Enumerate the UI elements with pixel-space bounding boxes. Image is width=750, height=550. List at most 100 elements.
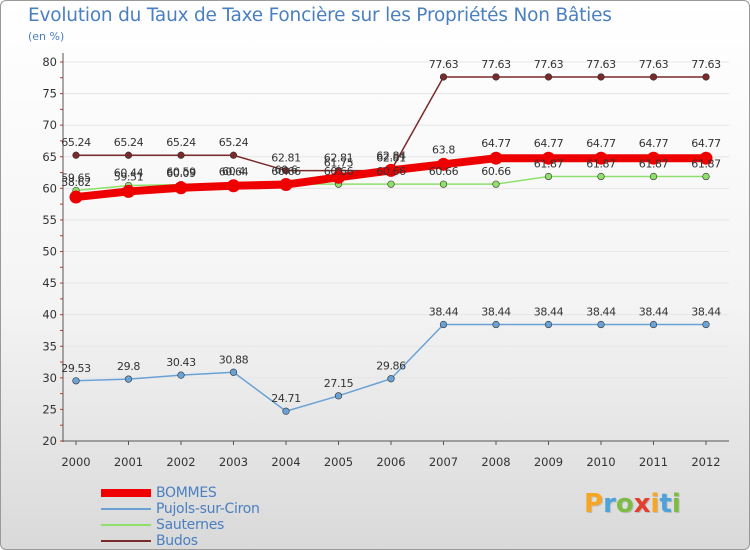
data-point-bommes: [174, 181, 188, 195]
logo-letter: P: [584, 489, 604, 519]
data-point-pujols-sur-ciron: [544, 320, 553, 329]
data-point-sauternes: [649, 172, 658, 181]
data-point-budos: [439, 73, 448, 81]
x-tick-label: 2011: [639, 455, 668, 469]
data-point-bommes: [542, 151, 555, 165]
x-tick-label: 2007: [429, 455, 458, 469]
data-label-sauternes: 60.59: [166, 166, 196, 179]
data-label-pujols-sur-ciron: 30.88: [219, 353, 249, 366]
y-tick-label: 55: [42, 213, 57, 227]
legend-swatch: [101, 540, 151, 542]
data-point-bommes: [69, 190, 83, 204]
data-point-budos: [72, 151, 80, 159]
data-label-budos: 77.63: [429, 58, 459, 71]
data-label-sauternes: 61.87: [639, 158, 669, 171]
data-label-bommes: 64.77: [691, 137, 721, 150]
data-label-sauternes: 60.66: [481, 165, 511, 178]
data-label-bommes: 59.51: [114, 170, 144, 183]
data-point-bommes: [489, 151, 503, 165]
data-point-budos: [282, 166, 290, 175]
data-label-sauternes: 61.87: [691, 158, 721, 171]
data-point-pujols-sur-ciron: [649, 320, 658, 329]
y-tick-label: 25: [42, 402, 57, 416]
data-label-budos: 62.81: [376, 152, 406, 165]
data-label-budos: 65.24: [219, 136, 249, 149]
x-tick-label: 2003: [219, 455, 248, 469]
data-point-bommes: [437, 157, 450, 171]
data-label-bommes: 62.84: [376, 149, 406, 162]
legend-label: Pujols-sur-Ciron: [156, 501, 260, 517]
logo-letter: r: [603, 489, 616, 519]
legend-label: BOMMES: [156, 485, 217, 501]
data-label-bommes: 60.09: [166, 167, 196, 180]
x-tick-label: 2005: [324, 455, 353, 469]
data-label-pujols-sur-ciron: 38.44: [429, 306, 459, 319]
proxiti-logo: Proxiti: [584, 489, 681, 519]
y-tick-label: 60: [42, 181, 57, 195]
y-tick-label: 30: [42, 371, 57, 385]
data-point-pujols-sur-ciron: [702, 320, 710, 329]
data-label-budos: 77.63: [534, 58, 564, 71]
data-point-sauternes: [597, 172, 605, 181]
data-label-bommes: 60.6: [275, 164, 298, 177]
data-label-budos: 77.63: [481, 58, 511, 71]
y-tick-label: 45: [42, 276, 57, 290]
data-label-bommes: 64.77: [481, 137, 511, 150]
data-point-budos: [124, 151, 133, 159]
y-tick-label: 50: [42, 245, 57, 259]
data-label-pujols-sur-ciron: 38.44: [481, 306, 511, 319]
data-point-budos: [177, 151, 185, 159]
data-point-pujols-sur-ciron: [177, 371, 185, 379]
data-label-bommes: 64.77: [639, 137, 669, 150]
data-label-bommes: 64.77: [586, 137, 616, 150]
data-point-sauternes: [492, 180, 500, 188]
logo-letter: t: [659, 489, 672, 519]
y-tick-label: 65: [42, 150, 57, 164]
logo-letter: x: [633, 489, 651, 519]
data-point-pujols-sur-ciron: [282, 407, 290, 415]
y-unit-label: (en %): [28, 30, 65, 43]
legend-swatch: [101, 508, 151, 510]
data-point-bommes: [384, 163, 398, 177]
data-point-sauternes: [544, 172, 553, 181]
data-point-bommes: [332, 170, 345, 184]
logo-letter: i: [671, 489, 681, 519]
data-label-pujols-sur-ciron: 30.43: [166, 356, 196, 369]
legend-swatch: [101, 489, 151, 497]
data-label-pujols-sur-ciron: 38.44: [691, 306, 721, 319]
data-label-sauternes: 60.44: [114, 167, 144, 180]
legend-swatch: [101, 524, 151, 526]
data-label-budos: 65.24: [166, 136, 196, 149]
data-label-pujols-sur-ciron: 29.86: [376, 360, 406, 373]
data-point-budos: [544, 73, 553, 81]
y-tick-label: 35: [42, 339, 57, 353]
data-point-bommes: [122, 184, 135, 198]
logo-letter: i: [650, 489, 660, 519]
data-point-bommes: [699, 151, 713, 165]
data-label-bommes: 64.77: [534, 137, 564, 150]
data-label-pujols-sur-ciron: 29.53: [61, 362, 91, 375]
x-tick-label: 2002: [166, 455, 195, 469]
data-label-sauternes: 61.87: [534, 158, 564, 171]
data-label-sauternes: 60.64: [219, 165, 249, 178]
data-point-sauternes: [387, 180, 395, 188]
data-label-budos: 77.63: [691, 58, 721, 71]
data-label-bommes: 58.62: [61, 176, 91, 189]
data-label-bommes: 63.8: [432, 143, 455, 156]
data-point-budos: [229, 151, 238, 159]
data-point-pujols-sur-ciron: [597, 320, 605, 329]
x-tick-label: 2009: [534, 455, 563, 469]
data-label-pujols-sur-ciron: 38.44: [586, 306, 616, 319]
data-label-sauternes: 59.65: [61, 172, 91, 185]
y-tick-label: 20: [42, 434, 57, 448]
data-label-sauternes: 60.66: [429, 165, 459, 178]
x-tick-label: 2012: [691, 455, 720, 469]
x-tick-label: 2000: [61, 455, 90, 469]
data-label-pujols-sur-ciron: 24.71: [271, 392, 301, 405]
data-label-budos: 62.81: [324, 152, 354, 165]
data-point-pujols-sur-ciron: [124, 375, 133, 383]
data-label-sauternes: 60.66: [376, 165, 406, 178]
chart-title: Evolution du Taux de Taxe Foncière sur l…: [28, 5, 612, 26]
data-label-budos: 65.24: [61, 136, 91, 149]
